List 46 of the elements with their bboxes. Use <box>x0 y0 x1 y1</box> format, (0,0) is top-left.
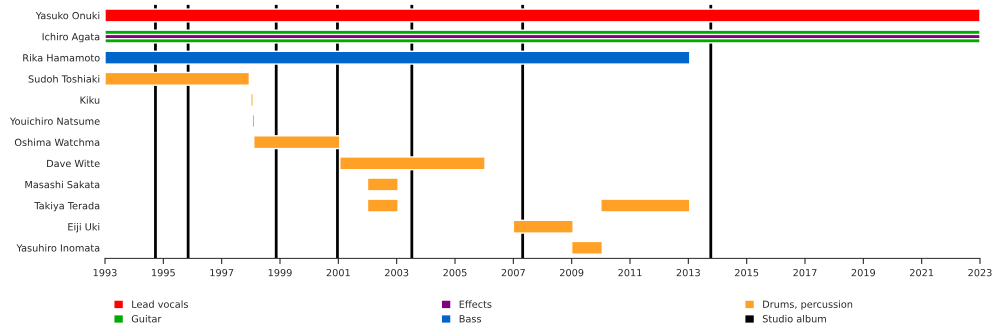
x-tick-label: 2009 <box>560 268 584 276</box>
y-tick-label: Ichiro Agata <box>42 32 100 42</box>
y-tick-label: Yasuhiro Inomata <box>16 244 100 252</box>
x-tick-label: 2019 <box>852 268 876 276</box>
x-tick-label: 2001 <box>326 268 350 276</box>
bar <box>253 135 340 150</box>
legend-label: Guitar <box>132 314 162 322</box>
bar <box>570 240 603 255</box>
bar <box>250 92 254 107</box>
y-tick-label: Youichiro Natsume <box>10 117 100 125</box>
x-tick-label: 1995 <box>152 268 175 276</box>
bar <box>252 114 256 128</box>
legend-label: Drums, percussion <box>763 300 852 310</box>
x-tick-label: 2011 <box>618 268 642 276</box>
x-tick-label: 1999 <box>268 268 292 276</box>
x-tick-label: 2015 <box>735 268 758 276</box>
y-tick-label: Takiya Terada <box>34 202 100 212</box>
y-tick-label: Dave Witte <box>47 160 100 168</box>
bar <box>366 198 399 213</box>
y-tick-label: Oshima Watchma <box>14 138 100 146</box>
bar <box>512 220 574 234</box>
x-tick-label: 2007 <box>502 268 525 276</box>
y-tick-label: Masashi Sakata <box>25 180 100 188</box>
bar <box>600 198 690 213</box>
y-tick-label: Sudoh Toshiaki <box>28 75 100 83</box>
x-tick-label: 2003 <box>385 268 408 276</box>
bar <box>339 156 486 170</box>
x-tick-label: 1997 <box>210 268 234 276</box>
x-tick-label: 2013 <box>676 268 700 276</box>
legend-label: Bass <box>460 315 482 322</box>
bar <box>105 8 980 22</box>
bar <box>105 50 690 65</box>
y-tick-label: Rika Hamamoto <box>23 54 100 62</box>
legend-label: Studio album <box>762 314 826 322</box>
y-tick-label: Kiku <box>80 96 100 104</box>
y-tick-label: Yasuko Onuki <box>36 12 100 20</box>
x-tick-label: 2017 <box>793 268 817 276</box>
x-tick-label: 2021 <box>910 268 934 276</box>
legend-label: Effects <box>460 300 492 308</box>
x-tick-label: 2005 <box>443 268 467 276</box>
x-tick-label: 1993 <box>94 268 117 276</box>
x-tick-label: 2023 <box>968 268 992 276</box>
bar <box>105 72 250 86</box>
bar <box>366 177 399 192</box>
y-tick-label: Eiji Uki <box>68 222 100 232</box>
legend-label: Lead vocals <box>132 300 188 308</box>
